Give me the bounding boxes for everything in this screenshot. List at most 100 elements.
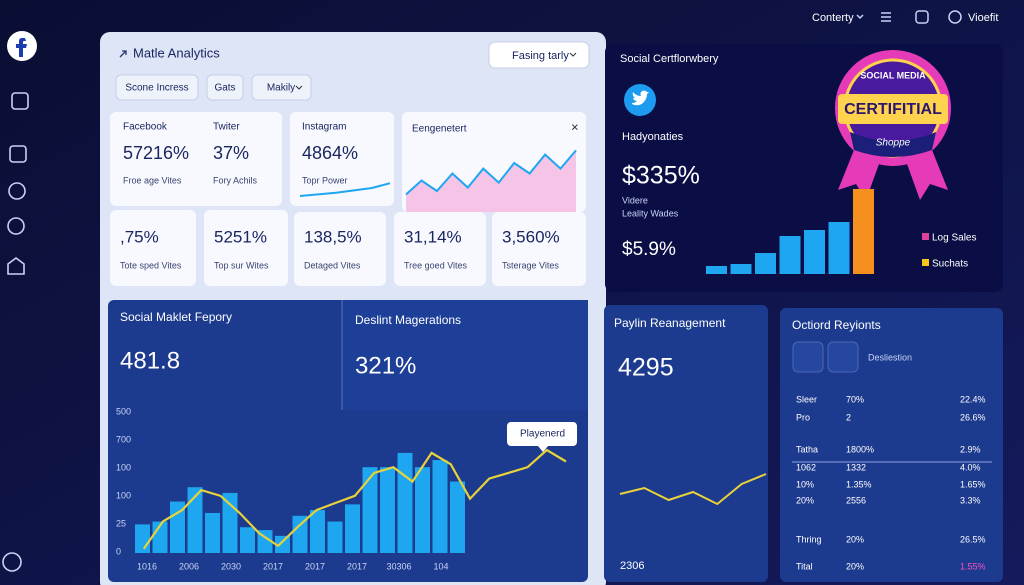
bar	[362, 467, 378, 553]
big-value: 321%	[355, 352, 416, 379]
card-label: Instagram	[302, 122, 346, 133]
bar	[275, 535, 290, 553]
region-icon[interactable]	[792, 341, 824, 373]
tab[interactable]	[251, 74, 312, 101]
area	[406, 150, 576, 212]
tab-label: Scone Incress	[125, 83, 188, 94]
bar	[240, 527, 255, 553]
table-cell: 1.55%	[960, 561, 986, 571]
stat-value: 31,14%	[404, 227, 462, 246]
bar	[755, 253, 776, 274]
card-title: Eengenetert	[412, 124, 467, 135]
big-value: $335%	[622, 162, 700, 190]
x-tick-label: 2017	[347, 561, 367, 571]
nav-icon[interactable]	[2, 552, 22, 572]
note: Videre	[622, 195, 648, 205]
bar	[706, 266, 727, 274]
table-cell: 2556	[846, 495, 866, 505]
card-caption: Froe age Vites	[123, 175, 182, 185]
dashboard-title: Matle Analytics	[133, 45, 220, 60]
tab[interactable]	[206, 74, 244, 101]
card-caption: Topr Power	[302, 175, 348, 185]
bar	[432, 460, 448, 553]
nav-icon[interactable]	[8, 182, 26, 200]
bar	[135, 524, 150, 553]
stat-caption: Detaged Vites	[304, 260, 361, 270]
big-value: 4295	[618, 354, 674, 382]
list-icon[interactable]	[881, 12, 891, 22]
caret	[295, 85, 303, 90]
nav-icon[interactable]	[7, 217, 25, 235]
table-cell: 20%	[796, 495, 814, 505]
nav-icon[interactable]	[9, 145, 27, 163]
trend-icon	[119, 50, 127, 58]
card	[110, 112, 282, 206]
x-tick-label: 104	[433, 561, 448, 571]
card-value: 4864%	[302, 143, 358, 163]
table-cell: 10%	[796, 479, 814, 489]
table-cell: 26.5%	[960, 534, 986, 544]
line	[142, 448, 567, 550]
caret	[569, 52, 577, 57]
legend-label: Suchats	[932, 259, 968, 270]
sidebar	[2, 31, 37, 572]
regions-panel	[780, 308, 1003, 582]
region-icon[interactable]	[827, 341, 859, 373]
table-cell: 1.65%	[960, 479, 986, 489]
table-cell: 1.35%	[846, 479, 872, 489]
card	[492, 212, 586, 286]
card-value: 37%	[213, 143, 249, 163]
bar	[205, 512, 220, 553]
card	[290, 112, 394, 206]
menu-label: Conterty	[812, 12, 854, 24]
badge	[835, 50, 951, 200]
table-cell: Tital	[796, 561, 813, 571]
close-icon[interactable]: ×	[571, 119, 579, 134]
card-label: Twiter	[213, 122, 240, 133]
tab-label: Makily	[267, 83, 295, 94]
header-icons	[856, 10, 962, 24]
x-tick-label: 1016	[137, 561, 157, 571]
table-cell: Thring	[796, 534, 822, 544]
line	[405, 149, 577, 196]
y-tick-label: 25	[116, 518, 126, 528]
stat-caption: Top sur Wites	[214, 260, 269, 270]
avatar[interactable]	[948, 10, 962, 24]
card	[110, 210, 196, 286]
bar	[380, 467, 395, 553]
line	[299, 182, 391, 197]
table-cell: 1062	[796, 462, 816, 472]
legend-label: Log Sales	[932, 233, 976, 244]
panel-title: Deslint Magerations	[355, 313, 461, 327]
user-name: Vioefit	[968, 12, 998, 24]
bar	[187, 487, 203, 553]
bar	[292, 515, 308, 553]
market-subpanel	[342, 300, 588, 410]
note: Leality Wades	[622, 208, 679, 218]
panel-title: Octiord Reyionts	[792, 318, 881, 332]
stat-caption: Tsterage Vites	[502, 260, 559, 270]
filter-button[interactable]	[488, 41, 590, 69]
subtitle: Hadyonaties	[622, 131, 684, 143]
badge-text: CERTIFITIAL	[844, 101, 942, 118]
footer-value: 2306	[620, 560, 644, 572]
stat-caption: Tree goed Vites	[404, 260, 468, 270]
y-tick-label: 100	[116, 490, 131, 500]
nav-icon[interactable]	[7, 257, 25, 275]
table-cell: 2.9%	[960, 444, 981, 454]
nav-icon[interactable]	[11, 92, 29, 110]
bar	[804, 230, 825, 274]
stat-value: 5251%	[214, 227, 267, 246]
table-cell: 20%	[846, 534, 864, 544]
settings-icon[interactable]	[915, 10, 929, 24]
table-cell: 2	[846, 412, 851, 422]
tab[interactable]	[115, 74, 199, 101]
tooltip-pointer	[538, 446, 548, 452]
card	[204, 210, 288, 286]
card	[294, 212, 386, 286]
payment-panel	[604, 305, 768, 582]
bar	[327, 521, 343, 553]
label: Desliestion	[868, 352, 912, 362]
